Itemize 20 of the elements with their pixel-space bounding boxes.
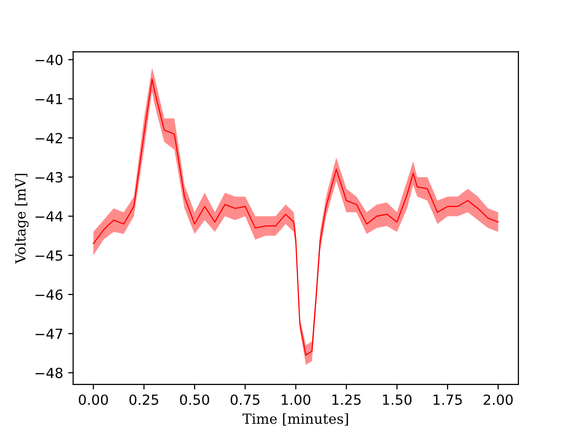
x-tick-label: 0.50 — [180, 394, 210, 405]
y-tick-label: −48 — [36, 368, 62, 378]
x-tick-label: 1.75 — [434, 394, 462, 405]
x-axis-title: Time [minutes] — [242, 413, 348, 426]
y-tick-label: −47 — [36, 328, 62, 339]
y-axis-title: Voltage [mV] — [14, 174, 29, 264]
x-tick-label: 1.50 — [383, 394, 412, 405]
x-tick-label: 0.25 — [129, 394, 158, 405]
x-tick-label: 1.00 — [282, 394, 310, 405]
y-tick-label: −41 — [36, 94, 62, 104]
x-tick-label: 2.00 — [484, 394, 513, 405]
x-tick-label: 1.25 — [332, 394, 361, 405]
y-tick-label: −45 — [36, 250, 62, 261]
y-tick-label: −44 — [36, 211, 63, 222]
x-tick-label: 0.00 — [78, 394, 108, 405]
x-tick-label: 0.75 — [230, 394, 260, 405]
y-tick-label: −43 — [36, 172, 62, 183]
y-tick-label: −46 — [36, 289, 63, 300]
y-tick-label: −42 — [36, 132, 62, 144]
y-tick-label: −40 — [36, 54, 63, 66]
